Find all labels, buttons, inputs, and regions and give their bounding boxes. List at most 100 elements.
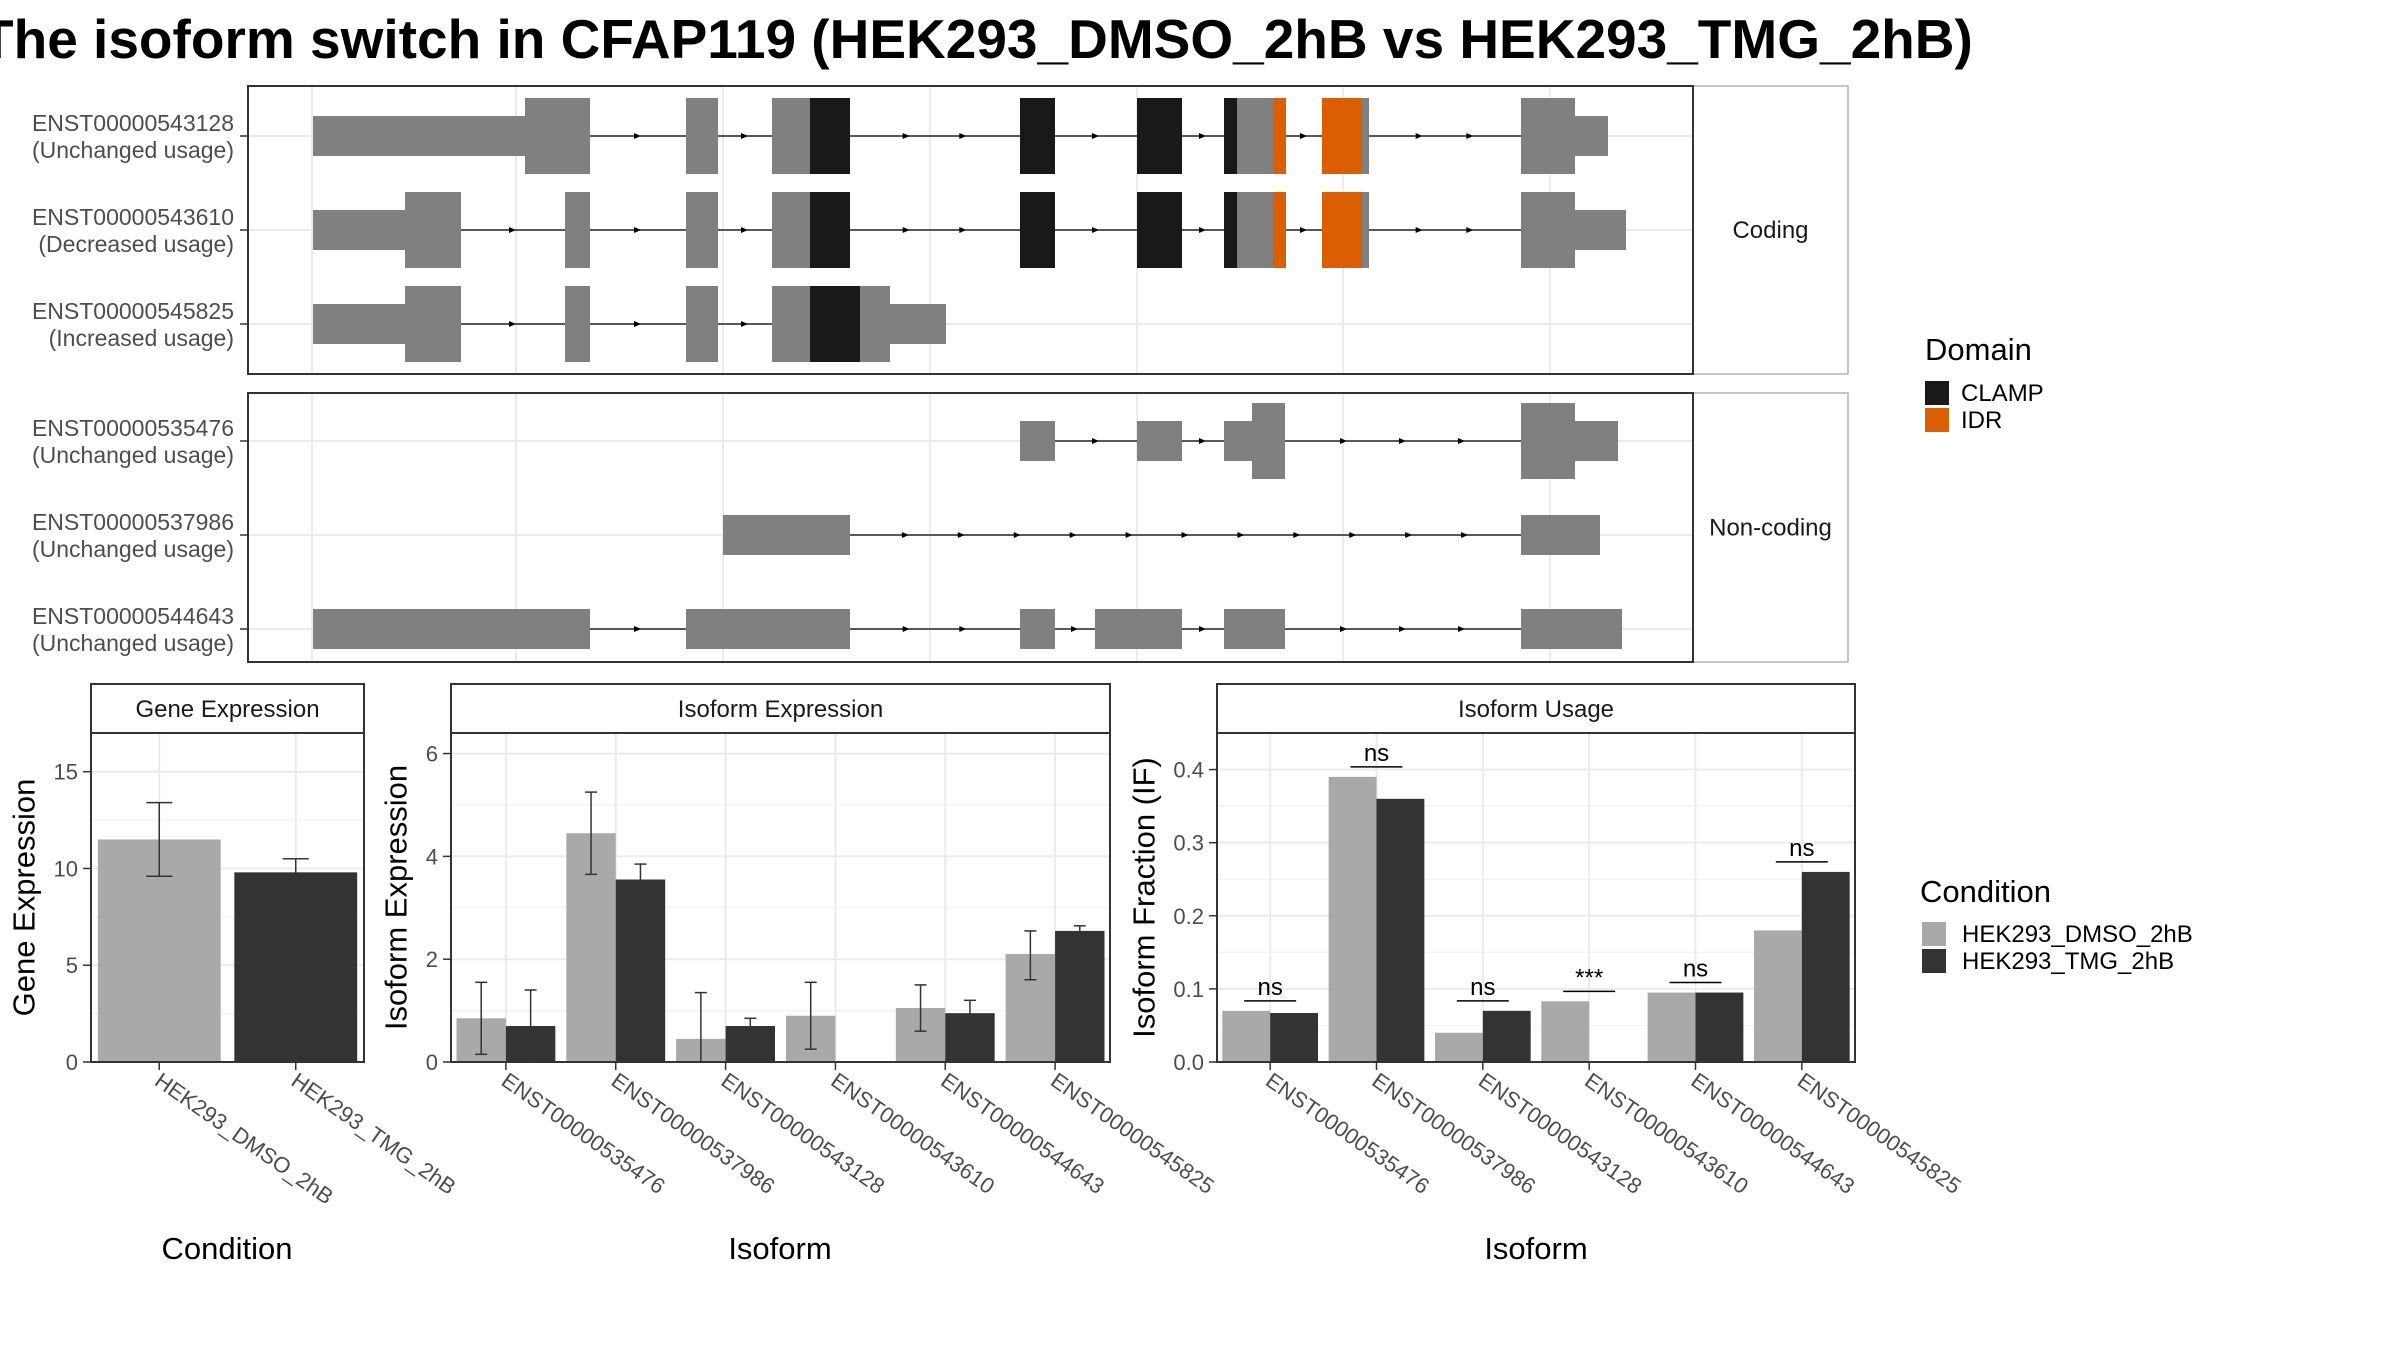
bar (1434, 1032, 1483, 1062)
transcript-id-label: ENST00000545825 (32, 298, 234, 324)
intron-arrow (1199, 438, 1206, 444)
intron-arrow (957, 532, 965, 538)
exon-block (686, 192, 718, 268)
bar (615, 879, 666, 1062)
error-bar (744, 1017, 757, 1038)
intron-arrow (634, 321, 641, 327)
exon-block (1521, 98, 1575, 174)
intron-arrow (959, 133, 967, 139)
intron-arrow (1458, 626, 1465, 632)
intron-arrow (1466, 133, 1474, 139)
intron-arrow (1399, 626, 1406, 632)
exon-block (890, 304, 946, 344)
y-axis-title: Isoform Expression (379, 765, 414, 1030)
y-tick-label: 0 (426, 1050, 438, 1075)
intron-arrow (741, 133, 748, 139)
exon-block (313, 609, 590, 649)
clamp-domain-block (1224, 192, 1237, 268)
intron-arrow (509, 227, 516, 233)
exon-block (1020, 421, 1055, 461)
intron-arrow (902, 227, 910, 233)
intron-arrow (1092, 227, 1099, 233)
intron-arrow (1349, 532, 1357, 538)
facet-strip (90, 683, 365, 734)
clamp-domain-block (1137, 98, 1182, 174)
legend-label-clamp: CLAMP (1961, 380, 2044, 407)
y-tick-label: 5 (66, 953, 78, 978)
exon-block (1224, 421, 1252, 461)
y-tick-label: 4 (426, 844, 438, 869)
exon-block (1095, 609, 1182, 649)
bar (1695, 992, 1744, 1062)
exon-block (1521, 515, 1600, 555)
intron-arrow (741, 321, 748, 327)
panel-border (247, 85, 1694, 375)
significance-label: ns (1364, 740, 1389, 767)
plot-background (451, 733, 1110, 1062)
intron-arrow (959, 626, 967, 632)
y-tick-label: 0.3 (1173, 831, 1204, 856)
clamp-domain-block (810, 192, 850, 268)
transcript-id-label: ENST00000544643 (32, 603, 234, 629)
exon-block (1252, 403, 1285, 479)
exon-block (1575, 210, 1626, 250)
transcript-id-label: ENST00000537986 (32, 509, 234, 535)
intron-arrow (1300, 133, 1307, 139)
chart-title: Isoform Usage (1458, 696, 1614, 723)
x-axis-title: Condition (162, 1231, 293, 1266)
y-axis-title: Isoform Fraction (IF) (1127, 757, 1162, 1038)
intron-arrow (1415, 133, 1423, 139)
clamp-domain-block (1224, 98, 1237, 174)
transcript-id-label: ENST00000535476 (32, 415, 234, 441)
transcript-track: ENST00000544643(Unchanged usage) (32, 603, 1622, 656)
intron-arrow (959, 227, 967, 233)
domain-legend-title: Domain (1925, 332, 2032, 367)
transcript-track: ENST00000537986(Unchanged usage) (32, 509, 1600, 562)
error-bar (475, 981, 488, 1056)
transcript-id-label: ENST00000543128 (32, 110, 234, 136)
legend-label-condition: HEK293_TMG_2hB (1962, 948, 2174, 975)
exon-block (723, 515, 850, 555)
facet-strip (1216, 683, 1856, 734)
y-tick-label: 15 (54, 760, 78, 785)
bar (1801, 871, 1850, 1062)
panel-border (247, 392, 1694, 663)
error-bar (146, 801, 173, 877)
intron-arrow (1237, 532, 1245, 538)
intron-arrow (1415, 227, 1423, 233)
significance-label: ns (1470, 974, 1495, 1001)
transcript-usage-label: (Increased usage) (49, 325, 234, 351)
y-tick-label: 10 (54, 856, 78, 881)
x-axis-title: Isoform (728, 1231, 831, 1266)
intron-arrow (1092, 438, 1099, 444)
exon-block (1224, 609, 1285, 649)
significance-label: ns (1257, 974, 1282, 1001)
exon-block (772, 286, 810, 362)
condition-legend-title: Condition (1920, 874, 2051, 909)
y-tick-label: 0.0 (1173, 1050, 1204, 1075)
exon-block (1237, 98, 1273, 174)
transcript-track: ENST00000535476(Unchanged usage) (32, 403, 1618, 479)
clamp-domain-block (1137, 192, 1182, 268)
intron-arrow (902, 133, 910, 139)
bar (1482, 1010, 1531, 1062)
exon-block (686, 98, 718, 174)
error-bar (1024, 930, 1037, 981)
clamp-domain-block (810, 98, 850, 174)
clamp-domain-block (810, 286, 860, 362)
y-tick-label: 0.4 (1173, 758, 1204, 783)
exon-block (565, 286, 590, 362)
error-bar (963, 999, 976, 1027)
intron-arrow (1199, 227, 1206, 233)
transcript-track: ENST00000543128(Unchanged usage) (32, 98, 1608, 174)
bar (1055, 930, 1105, 1062)
bar (1753, 930, 1802, 1062)
y-tick-label: 0.2 (1173, 904, 1204, 929)
significance-label: *** (1575, 964, 1603, 991)
exon-block (405, 192, 461, 268)
